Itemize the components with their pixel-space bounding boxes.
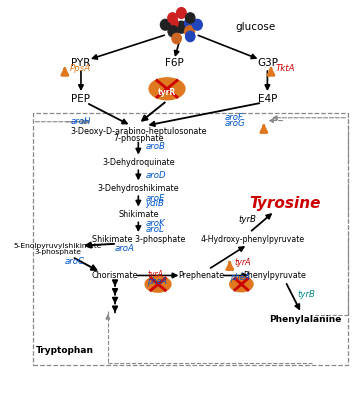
Text: aroC: aroC xyxy=(65,257,85,266)
Text: tyrA: tyrA xyxy=(147,270,163,279)
Text: Tyrosine: Tyrosine xyxy=(249,196,321,212)
Text: tyrB: tyrB xyxy=(298,290,316,299)
Circle shape xyxy=(168,18,178,29)
Circle shape xyxy=(172,33,181,44)
Text: E4P: E4P xyxy=(258,94,277,104)
Circle shape xyxy=(177,8,186,18)
Text: 7-phosphate: 7-phosphate xyxy=(113,134,164,142)
Circle shape xyxy=(185,18,195,29)
Circle shape xyxy=(193,19,202,30)
Text: aroL: aroL xyxy=(146,225,164,234)
Circle shape xyxy=(186,13,195,23)
Text: aroK: aroK xyxy=(146,219,165,228)
Text: tyrA: tyrA xyxy=(235,258,251,267)
Circle shape xyxy=(176,21,187,33)
Text: 3-Deoxy-D-arabino-heptulosonate: 3-Deoxy-D-arabino-heptulosonate xyxy=(70,127,207,136)
Text: PEP: PEP xyxy=(71,94,90,104)
Text: Phenylpyruvate: Phenylpyruvate xyxy=(243,271,306,280)
Ellipse shape xyxy=(145,276,171,292)
Ellipse shape xyxy=(149,78,185,100)
Circle shape xyxy=(168,26,178,37)
Text: Prephenate: Prephenate xyxy=(178,271,224,280)
Text: 3-Dehydroquinate: 3-Dehydroquinate xyxy=(102,158,174,167)
Text: pheA: pheA xyxy=(230,272,249,282)
Text: ydiB: ydiB xyxy=(146,200,164,208)
Text: PpsA: PpsA xyxy=(70,64,90,73)
Text: aroD: aroD xyxy=(146,171,166,180)
Text: pheA: pheA xyxy=(147,276,167,286)
Circle shape xyxy=(185,26,195,37)
Text: 4-Hydroxy-phenylpyruvate: 4-Hydroxy-phenylpyruvate xyxy=(201,235,305,244)
Text: 3-Dehydroshikimate: 3-Dehydroshikimate xyxy=(97,184,179,192)
Text: glucose: glucose xyxy=(235,22,275,32)
Text: aroG: aroG xyxy=(224,119,245,128)
Text: Shikimate: Shikimate xyxy=(118,210,159,219)
Text: TktA: TktA xyxy=(275,64,295,73)
Text: Shikimate 3-phosphate: Shikimate 3-phosphate xyxy=(92,235,185,244)
Text: 5-Enolpyruvylshikimate: 5-Enolpyruvylshikimate xyxy=(13,243,102,249)
Text: tyrR: tyrR xyxy=(158,88,176,97)
Circle shape xyxy=(160,19,170,30)
Text: aroE: aroE xyxy=(146,194,165,202)
Text: aroF: aroF xyxy=(224,113,243,122)
Circle shape xyxy=(168,13,177,23)
Circle shape xyxy=(186,31,195,42)
Text: aroA: aroA xyxy=(115,244,135,253)
Text: 3-phosphate: 3-phosphate xyxy=(34,249,81,255)
Text: Chorismate: Chorismate xyxy=(92,271,138,280)
Text: Phenylalanine: Phenylalanine xyxy=(269,315,341,324)
Text: Tryptophan: Tryptophan xyxy=(36,346,94,356)
Text: G3P: G3P xyxy=(257,58,278,68)
Text: aroB: aroB xyxy=(146,142,165,152)
Text: PYR: PYR xyxy=(71,58,90,68)
Ellipse shape xyxy=(230,277,253,292)
Text: aroH: aroH xyxy=(70,117,91,126)
Text: tyrB: tyrB xyxy=(239,215,257,224)
Text: F6P: F6P xyxy=(165,58,184,68)
